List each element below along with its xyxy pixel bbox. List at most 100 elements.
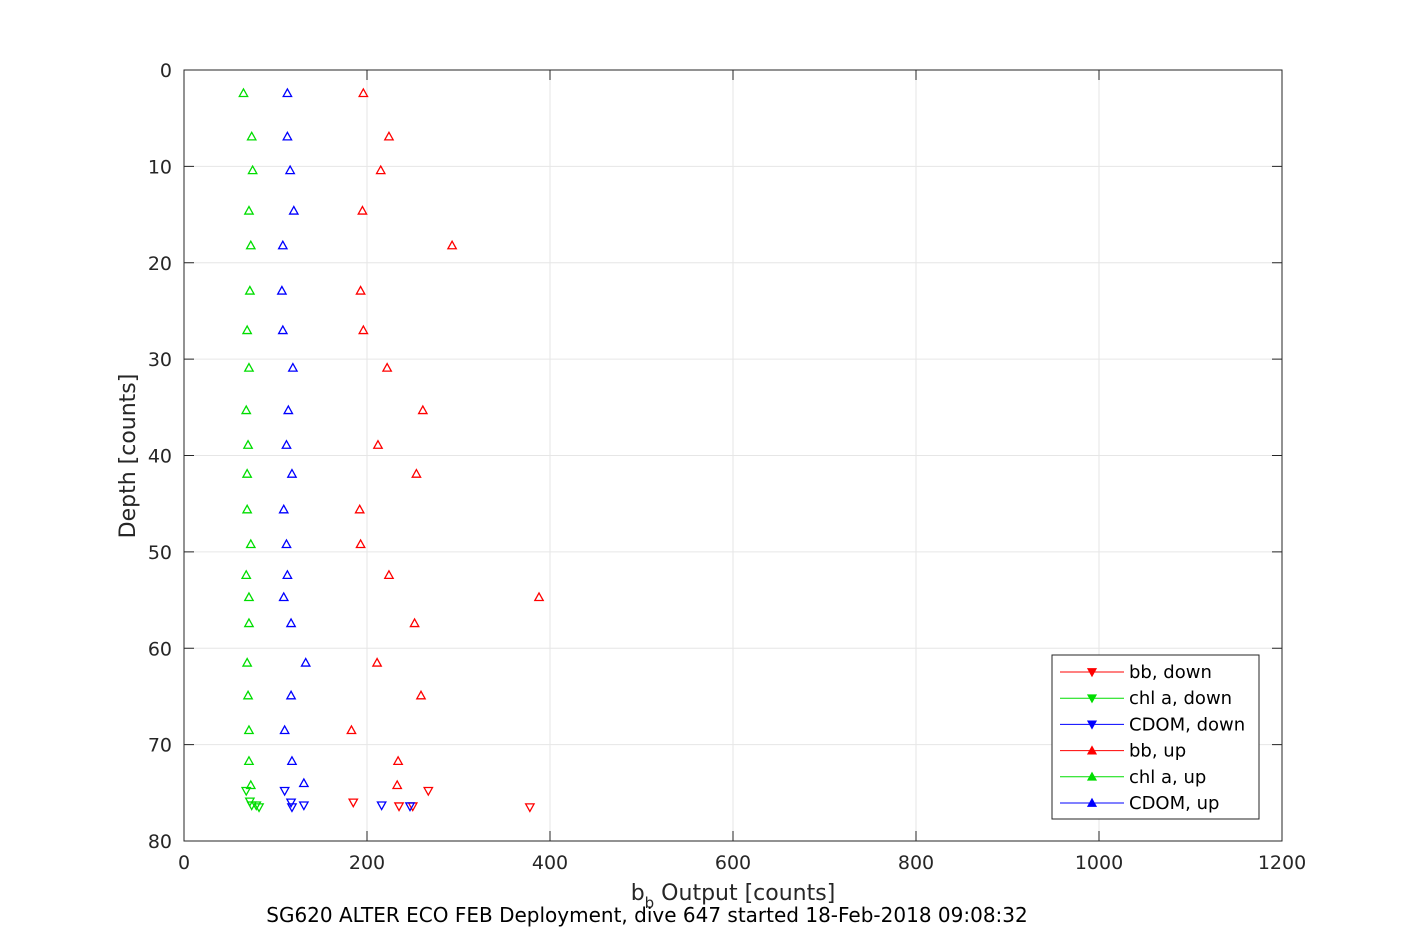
- data-point: [375, 164, 387, 175]
- data-point: [347, 798, 359, 808]
- legend-item: chl a, down: [1060, 688, 1232, 709]
- data-point: [242, 689, 254, 700]
- data-point: [423, 786, 434, 797]
- data-point: [278, 591, 290, 602]
- data-point: [411, 468, 422, 478]
- legend-item: bb, up: [1060, 741, 1186, 762]
- legend-label: chl a, down: [1129, 688, 1232, 709]
- data-marks: [238, 87, 545, 813]
- data-point: [409, 617, 420, 628]
- data-point: [354, 503, 365, 514]
- x-tick-label: 1200: [1258, 852, 1306, 874]
- data-point: [243, 724, 255, 735]
- x-tick-label: 200: [349, 852, 385, 874]
- data-point: [240, 786, 252, 797]
- series-0: [347, 786, 536, 813]
- data-point: [282, 87, 293, 98]
- data-point: [285, 798, 297, 808]
- data-point: [391, 779, 403, 790]
- data-point: [245, 538, 257, 549]
- data-point: [358, 324, 369, 335]
- data-point: [446, 239, 458, 250]
- data-point: [241, 324, 253, 335]
- data-point: [288, 205, 300, 215]
- data-point: [279, 724, 290, 735]
- data-point: [392, 755, 404, 766]
- legend-label: CDOM, down: [1129, 714, 1245, 735]
- data-point: [238, 87, 249, 98]
- data-point: [281, 538, 292, 549]
- y-axis: 0 10 20 30 40 50 60 70 80: [148, 60, 1282, 853]
- data-point: [371, 657, 383, 667]
- data-point: [279, 786, 290, 797]
- data-point: [372, 439, 384, 449]
- data-point: [533, 591, 545, 602]
- legend-label: chl a, up: [1129, 767, 1206, 788]
- legend-marker: [1086, 771, 1098, 781]
- data-point: [358, 87, 369, 98]
- y-tick-label: 10: [148, 156, 172, 178]
- data-point: [284, 164, 296, 175]
- data-point: [346, 724, 357, 735]
- data-point: [246, 130, 258, 141]
- legend-label: bb, down: [1129, 662, 1212, 683]
- series-5: [276, 87, 311, 788]
- data-point: [300, 657, 311, 667]
- y-tick-label: 40: [148, 446, 172, 468]
- data-point: [281, 439, 292, 449]
- grid: [183, 69, 1283, 842]
- series-2: [279, 786, 416, 813]
- data-point: [286, 803, 298, 813]
- figure-caption: SG620 ALTER ECO FEB Deployment, dive 647…: [266, 903, 1028, 927]
- data-point: [415, 689, 427, 700]
- data-point: [383, 130, 395, 141]
- data-point: [298, 801, 310, 811]
- legend-marker: [1086, 694, 1098, 704]
- data-point: [244, 285, 256, 295]
- data-point: [286, 755, 298, 766]
- x-tick-label: 400: [532, 852, 568, 874]
- data-point: [245, 779, 257, 790]
- y-axis-label: Depth [counts]: [116, 374, 141, 539]
- data-point: [376, 801, 387, 811]
- legend-marker: [1086, 668, 1098, 678]
- data-point: [243, 755, 255, 766]
- data-point: [241, 468, 253, 478]
- data-point: [241, 503, 253, 514]
- y-tick-label: 20: [148, 253, 172, 275]
- data-point: [250, 801, 262, 811]
- data-point: [282, 130, 293, 141]
- data-point: [286, 468, 298, 478]
- y-tick-label: 60: [148, 638, 172, 660]
- data-point: [287, 362, 299, 372]
- data-point: [247, 164, 258, 175]
- data-point: [276, 285, 288, 295]
- data-point: [285, 689, 297, 700]
- legend-item: CDOM, up: [1060, 793, 1219, 814]
- legend-marker: [1086, 797, 1098, 807]
- legend-label: CDOM, up: [1129, 793, 1219, 814]
- data-point: [417, 404, 429, 415]
- data-point: [298, 777, 310, 788]
- data-point: [283, 404, 294, 415]
- series-1: [240, 786, 265, 813]
- data-point: [357, 205, 368, 215]
- legend: bb, down chl a, down CDOM, down bb, up chl a…: [1051, 654, 1260, 820]
- data-point: [240, 569, 252, 580]
- data-point: [243, 591, 255, 602]
- y-tick-label: 80: [148, 831, 172, 853]
- legend-item: chl a, up: [1060, 767, 1206, 788]
- legend-marker: [1086, 720, 1098, 730]
- data-point: [524, 803, 536, 813]
- data-point: [381, 362, 393, 372]
- y-tick-label: 30: [148, 349, 172, 371]
- data-point: [404, 802, 416, 812]
- data-point: [285, 617, 297, 628]
- legend-item: CDOM, down: [1060, 714, 1245, 735]
- legend-box: [1051, 654, 1260, 820]
- x-tick-label: 0: [178, 852, 190, 874]
- data-point: [253, 803, 265, 813]
- legend-label: bb, up: [1129, 741, 1186, 762]
- x-axis: 0 200 400 600 800 1000 1200: [178, 70, 1306, 874]
- data-point: [245, 239, 257, 250]
